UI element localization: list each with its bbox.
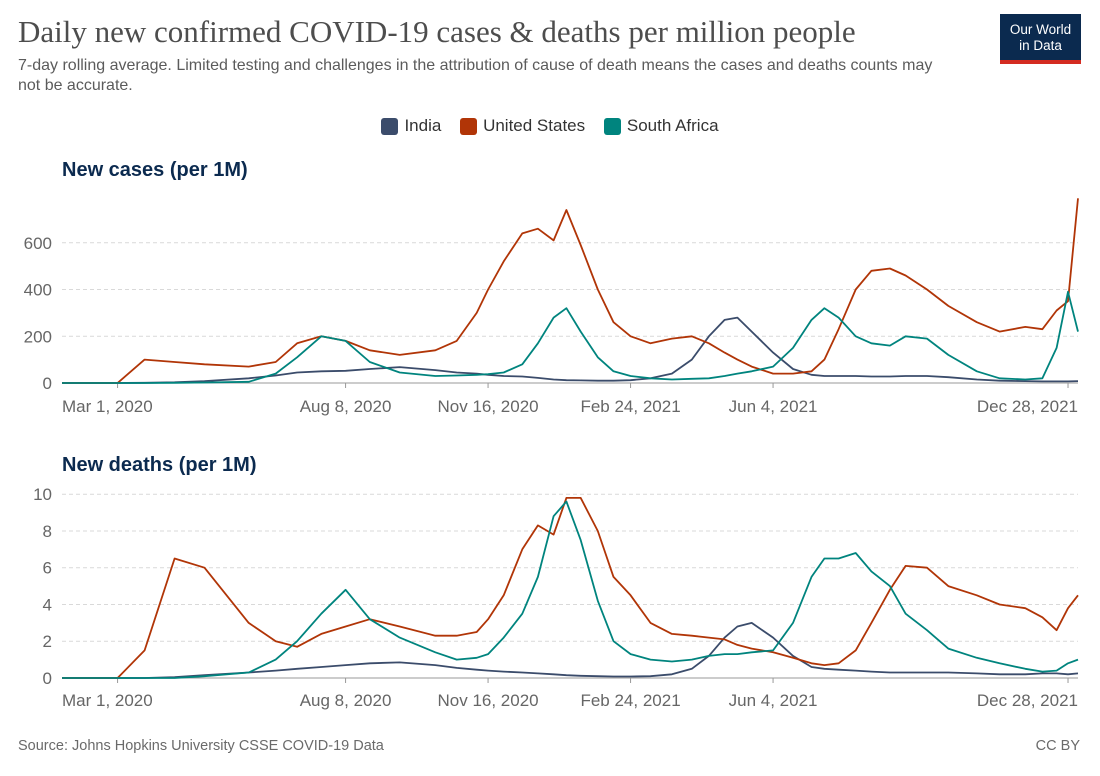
x-tick-label: Jun 4, 2021 — [729, 397, 818, 416]
x-tick-label: Mar 1, 2020 — [62, 691, 153, 710]
legend-label-india: India — [404, 116, 442, 135]
panel-title: New cases (per 1M) — [62, 159, 248, 181]
series-line-united-states — [62, 496, 1079, 679]
series-line-india — [62, 316, 1079, 384]
legend-item-india[interactable]: India — [381, 116, 441, 136]
legend-item-south-africa[interactable]: South Africa — [603, 116, 719, 136]
series-line-united-states — [62, 198, 1079, 384]
chart-title: Daily new confirmed COVID-19 cases & dea… — [18, 14, 856, 49]
x-tick-label: Jun 4, 2021 — [729, 691, 818, 710]
owid-logo[interactable]: Our World in Data — [1000, 14, 1081, 64]
x-tick-label: Feb 24, 2021 — [580, 691, 680, 710]
y-tick-label: 0 — [43, 669, 52, 688]
x-tick-label: Aug 8, 2020 — [300, 397, 392, 416]
y-tick-label: 600 — [24, 234, 52, 253]
x-tick-label: Nov 16, 2020 — [437, 397, 538, 416]
x-tick-label: Dec 28, 2021 — [977, 397, 1078, 416]
logo-line-1: Our World — [1009, 22, 1072, 37]
legend-swatch-south-africa — [603, 117, 621, 135]
y-tick-label: 200 — [24, 327, 52, 346]
legend-label-south-africa: South Africa — [626, 116, 719, 135]
x-tick-label: Dec 28, 2021 — [977, 691, 1078, 710]
series-line-india — [62, 622, 1079, 679]
x-tick-label: Mar 1, 2020 — [62, 397, 153, 416]
y-tick-label: 10 — [33, 485, 52, 504]
panel-title: New deaths (per 1M) — [62, 454, 256, 476]
x-tick-label: Aug 8, 2020 — [300, 691, 392, 710]
legend-label-united-states: United States — [483, 116, 586, 135]
y-tick-label: 8 — [43, 522, 52, 541]
y-tick-label: 0 — [43, 374, 52, 393]
logo-line-2: in Data — [1019, 38, 1062, 53]
legend-item-united-states[interactable]: United States — [460, 116, 585, 136]
license-note[interactable]: CC BY — [1035, 738, 1080, 754]
x-tick-label: Feb 24, 2021 — [580, 397, 680, 416]
legend-swatch-united-states — [460, 117, 478, 135]
legend-swatch-india — [381, 117, 399, 135]
source-note: Source: Johns Hopkins University CSSE CO… — [18, 738, 384, 754]
chart-subtitle: 7-day rolling average. Limited testing a… — [18, 57, 933, 94]
y-tick-label: 2 — [43, 632, 52, 651]
chart-legend: India United States South Africa — [0, 116, 1100, 140]
x-tick-label: Nov 16, 2020 — [437, 691, 538, 710]
series-line-south-africa — [62, 500, 1079, 679]
series-line-south-africa — [62, 290, 1079, 384]
y-tick-label: 4 — [43, 595, 52, 614]
y-tick-label: 6 — [43, 559, 52, 578]
y-tick-label: 400 — [24, 281, 52, 300]
